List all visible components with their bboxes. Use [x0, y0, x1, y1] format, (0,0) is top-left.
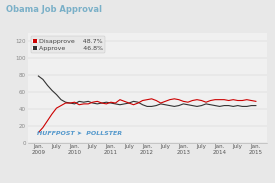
Text: Obama Job Approval: Obama Job Approval: [6, 5, 101, 14]
Text: HUFFPOST ➤  POLLSTER: HUFFPOST ➤ POLLSTER: [37, 131, 122, 136]
Legend: Disapprove    48.7%, Approve         46.8%: Disapprove 48.7%, Approve 46.8%: [31, 36, 105, 53]
